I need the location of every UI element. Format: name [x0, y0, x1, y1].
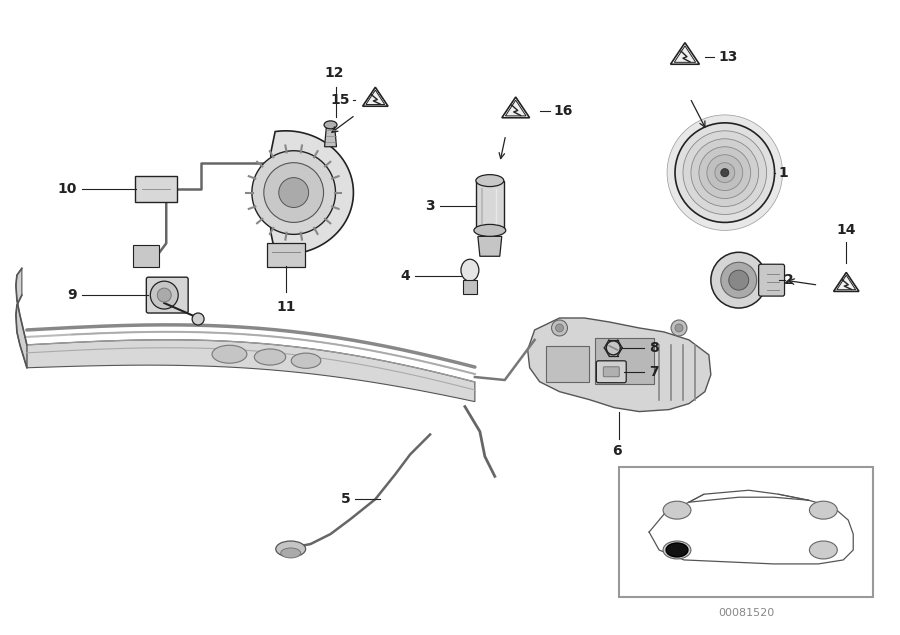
Text: 8: 8 [649, 341, 659, 355]
Text: 5: 5 [341, 492, 350, 506]
Ellipse shape [809, 501, 837, 519]
Circle shape [150, 281, 178, 309]
Circle shape [675, 123, 775, 222]
Circle shape [552, 320, 568, 336]
Circle shape [721, 262, 757, 298]
Text: 15: 15 [331, 93, 350, 107]
Polygon shape [16, 268, 27, 368]
Ellipse shape [663, 541, 691, 559]
Ellipse shape [809, 541, 837, 559]
Ellipse shape [281, 548, 301, 558]
Circle shape [555, 324, 563, 332]
Polygon shape [325, 125, 337, 147]
Ellipse shape [666, 543, 688, 557]
FancyBboxPatch shape [147, 277, 188, 313]
Circle shape [706, 155, 742, 190]
FancyBboxPatch shape [266, 243, 304, 267]
Ellipse shape [255, 349, 285, 365]
Polygon shape [478, 236, 502, 257]
Bar [619, 467, 873, 597]
Circle shape [683, 131, 767, 215]
Polygon shape [476, 180, 504, 231]
Polygon shape [271, 131, 354, 254]
Circle shape [691, 139, 759, 206]
Ellipse shape [476, 175, 504, 187]
Text: 10: 10 [58, 182, 76, 196]
Polygon shape [463, 280, 477, 294]
Ellipse shape [292, 353, 320, 368]
Text: 16: 16 [554, 104, 573, 118]
Circle shape [667, 115, 782, 231]
Circle shape [675, 324, 683, 332]
Text: 9: 9 [67, 288, 76, 302]
Text: 00081520: 00081520 [718, 608, 774, 618]
Circle shape [158, 288, 171, 302]
Polygon shape [506, 100, 526, 116]
Circle shape [264, 163, 324, 222]
Circle shape [721, 169, 729, 177]
Ellipse shape [461, 259, 479, 281]
Text: 2: 2 [784, 273, 793, 287]
FancyBboxPatch shape [603, 367, 619, 377]
Text: 13: 13 [719, 50, 738, 64]
Circle shape [252, 150, 336, 234]
Circle shape [607, 341, 620, 355]
Circle shape [699, 147, 751, 199]
Text: 14: 14 [836, 224, 856, 237]
Text: 1: 1 [778, 166, 788, 180]
Ellipse shape [212, 345, 247, 363]
Ellipse shape [474, 224, 506, 236]
Ellipse shape [324, 121, 337, 129]
Polygon shape [366, 90, 384, 105]
Ellipse shape [663, 501, 691, 519]
Circle shape [279, 178, 309, 208]
Text: 6: 6 [613, 444, 622, 458]
Text: 7: 7 [649, 364, 659, 378]
FancyBboxPatch shape [759, 264, 785, 296]
Polygon shape [527, 318, 711, 411]
Circle shape [715, 163, 734, 183]
Circle shape [711, 252, 767, 308]
Text: 3: 3 [426, 199, 435, 213]
FancyBboxPatch shape [597, 361, 626, 383]
Text: 12: 12 [325, 66, 345, 80]
FancyBboxPatch shape [545, 346, 590, 382]
Circle shape [192, 313, 204, 325]
FancyBboxPatch shape [596, 338, 654, 384]
Polygon shape [837, 276, 856, 290]
Ellipse shape [275, 541, 306, 557]
Circle shape [729, 271, 749, 290]
Text: 11: 11 [276, 300, 295, 314]
Polygon shape [674, 46, 696, 62]
FancyBboxPatch shape [133, 245, 159, 267]
Circle shape [671, 320, 687, 336]
Polygon shape [27, 340, 475, 402]
Text: 4: 4 [400, 269, 410, 283]
FancyBboxPatch shape [135, 176, 177, 201]
